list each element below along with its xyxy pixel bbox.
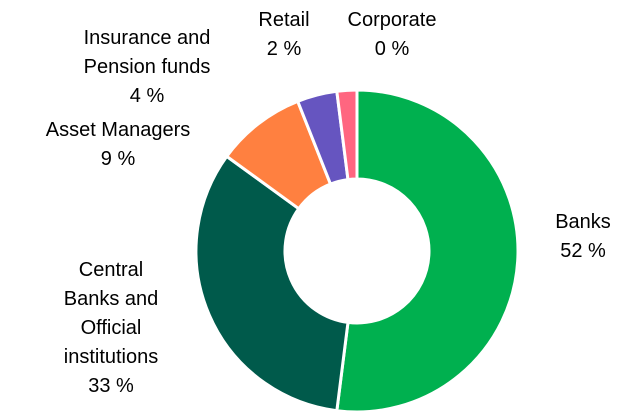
slice-label: Retail 2 %: [244, 6, 324, 64]
value-label: 9 %: [100, 148, 136, 170]
slice-label: Asset Managers 9 %: [18, 116, 218, 174]
category-label: Asset Managers: [45, 119, 191, 141]
value-label: 2 %: [266, 38, 302, 60]
slice-label: Corporate 0 %: [332, 6, 452, 64]
category-label: Corporate: [347, 9, 437, 31]
category-label: Retail: [258, 9, 310, 31]
value-label: 52 %: [560, 240, 606, 262]
donut-slice: [194, 154, 350, 412]
slice-label: Banks 52 %: [533, 208, 625, 266]
value-label: 33 %: [88, 375, 134, 397]
donut-slice: [335, 88, 359, 182]
value-label: 0 %: [374, 38, 410, 60]
category-label: Central Banks and Official institutions: [63, 259, 159, 368]
category-label: Banks: [555, 211, 611, 233]
slice-label: Insurance and Pension funds 4 %: [67, 24, 227, 111]
slice-label: Central Banks and Official institutions 3…: [52, 256, 170, 401]
category-label: Insurance and Pension funds: [83, 27, 211, 78]
value-label: 4 %: [129, 85, 165, 107]
donut-slice: [335, 88, 520, 412]
